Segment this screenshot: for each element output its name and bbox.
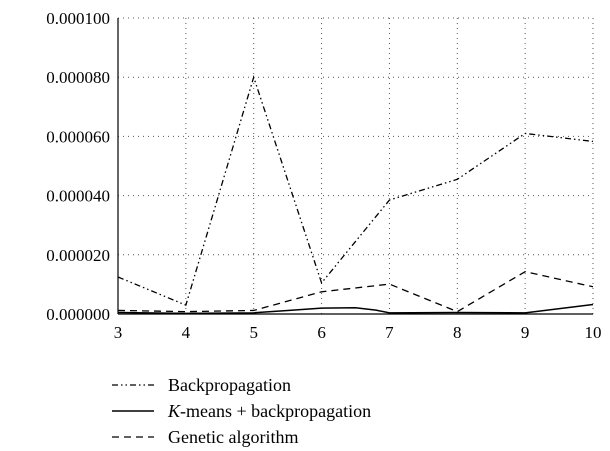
y-tick-label: 0.000080 [46, 68, 110, 87]
legend-label: Genetic algorithm [168, 426, 299, 447]
y-tick-label: 0.000000 [46, 305, 110, 324]
y-tick-label: 0.000020 [46, 246, 110, 265]
legend-label: Backpropagation [168, 374, 291, 395]
x-tick-label: 7 [385, 323, 394, 342]
y-tick-label: 0.000040 [46, 187, 110, 206]
legend: Backpropagation K-means + backpropagatio… [112, 372, 371, 450]
y-tick-label: 0.000060 [46, 127, 110, 146]
series-line-dashed [117, 270, 594, 313]
legend-label-italic-prefix: K [168, 400, 181, 421]
x-tick-label: 9 [521, 323, 530, 342]
legend-label-rest: -means + backpropagation [180, 400, 372, 421]
legend-swatch-dashed [112, 436, 154, 438]
x-tick-label: 3 [114, 323, 123, 342]
x-axis-ticks: 3 4 5 6 7 8 9 10 [114, 323, 602, 342]
legend-label: K-means + backpropagation [168, 401, 371, 422]
legend-swatch-dash-dot-dot [112, 384, 154, 386]
x-tick-label: 10 [585, 323, 602, 342]
grid-lines [118, 17, 594, 314]
x-tick-label: 6 [317, 323, 326, 342]
line-chart: 3 4 5 6 7 8 9 10 0.0000000.0000200.0000400.0000… [46, 9, 602, 342]
series-line-solid [117, 303, 594, 315]
axes [117, 18, 593, 315]
x-tick-label: 4 [182, 323, 191, 342]
legend-item-kmeans-backpropagation: K-means + backpropagation [112, 398, 371, 424]
y-axis-ticks: 0.000000 0.000020 0.000040 0.000060 0.000080… [46, 9, 110, 324]
series-group [117, 75, 594, 315]
legend-item-genetic-algorithm: Genetic algorithm [112, 424, 371, 450]
series-line-dash-dot-dot [117, 75, 594, 306]
x-tick-label: 8 [453, 323, 462, 342]
x-tick-label: 5 [249, 323, 258, 342]
legend-item-backpropagation: Backpropagation [112, 372, 371, 398]
y-tick-label: 0.000100 [46, 9, 110, 28]
legend-swatch-solid [112, 410, 154, 412]
